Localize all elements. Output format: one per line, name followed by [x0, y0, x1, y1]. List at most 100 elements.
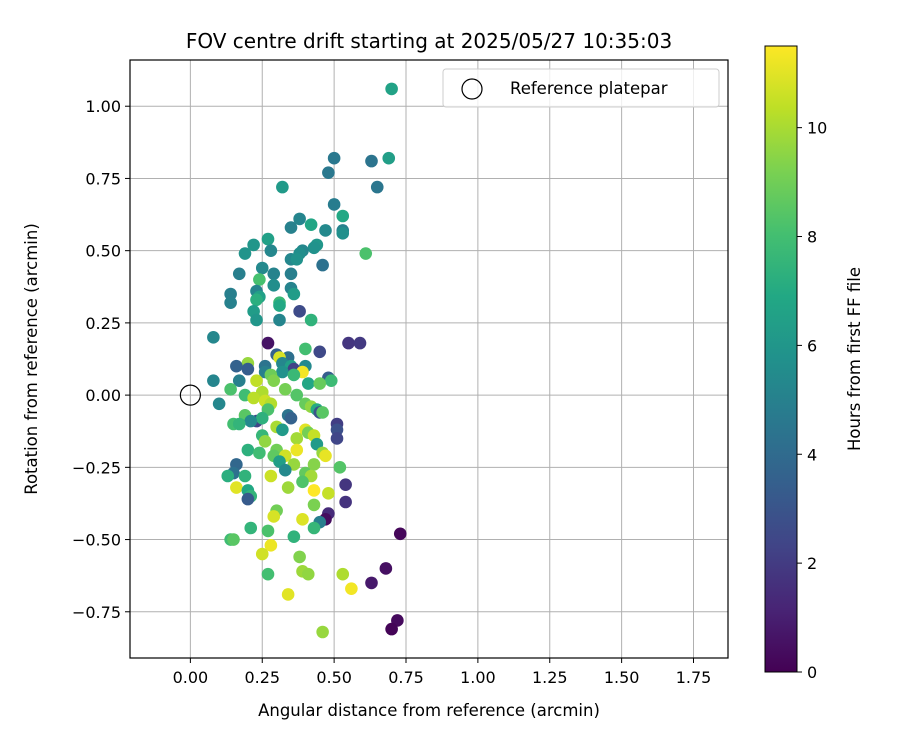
data-point — [287, 530, 301, 543]
data-point — [247, 391, 260, 405]
y-tick-label: −0.75 — [72, 603, 121, 622]
colorbar-tick-label: 4 — [807, 445, 817, 464]
data-point — [278, 463, 292, 477]
data-point — [322, 487, 335, 500]
data-point — [304, 218, 318, 231]
data-point — [316, 258, 329, 272]
data-point — [319, 449, 332, 463]
data-point — [281, 588, 295, 601]
data-point — [316, 625, 329, 639]
data-point — [313, 377, 327, 390]
data-point — [241, 362, 255, 376]
data-point — [365, 576, 378, 590]
data-points — [207, 82, 407, 639]
data-point — [255, 261, 269, 275]
data-point — [307, 458, 321, 471]
data-point — [301, 567, 315, 581]
x-axis-ticks: 0.00 0.25 0.50 0.75 1.00 1.25 1.50 1.75 — [173, 658, 712, 687]
data-point — [293, 550, 306, 564]
data-point — [255, 547, 269, 561]
data-point — [287, 287, 301, 301]
data-point — [244, 414, 258, 428]
y-axis-ticks: −0.75 −0.50 −0.25 0.00 0.25 0.50 0.75 1.00 — [72, 97, 130, 622]
x-tick-label: 0.50 — [316, 668, 352, 687]
data-point — [221, 469, 235, 483]
data-point — [299, 342, 312, 356]
data-point — [324, 374, 338, 387]
data-point — [284, 267, 298, 281]
y-tick-label: 0.75 — [85, 169, 121, 188]
data-point — [284, 411, 298, 425]
y-tick-label: 0.50 — [85, 242, 121, 261]
data-point — [336, 227, 350, 240]
data-point — [293, 212, 306, 226]
data-point — [304, 313, 318, 327]
data-point — [227, 533, 240, 546]
data-point — [276, 423, 289, 437]
colorbar-tick-label: 0 — [807, 663, 817, 682]
data-point — [319, 224, 332, 237]
data-point — [276, 365, 289, 379]
data-point — [293, 305, 306, 318]
data-point — [336, 567, 350, 581]
data-point — [290, 253, 304, 266]
colorbar-tick-label: 10 — [807, 119, 827, 138]
data-point — [307, 484, 321, 497]
data-point — [385, 82, 398, 96]
reference-point-marker — [179, 384, 201, 406]
data-point — [267, 374, 281, 387]
data-point — [393, 527, 407, 541]
colorbar-label: Hours from first FF file — [845, 267, 864, 451]
colorbar-ticks: 0 2 4 6 8 10 — [797, 119, 827, 682]
data-point — [267, 267, 281, 281]
y-tick-label: 0.25 — [85, 314, 121, 333]
data-point — [224, 296, 237, 309]
data-point — [253, 273, 266, 286]
data-point — [224, 287, 237, 301]
data-point — [224, 383, 237, 396]
data-point — [316, 406, 329, 419]
x-tick-label: 1.75 — [676, 668, 712, 687]
colorbar: 0 2 4 6 8 10 Hours from first FF file — [764, 45, 864, 682]
data-point — [339, 495, 352, 509]
data-point — [330, 432, 344, 445]
data-point — [385, 622, 398, 636]
y-tick-label: −0.25 — [72, 458, 121, 477]
data-point — [273, 299, 286, 312]
data-point — [379, 562, 393, 575]
data-point — [327, 198, 341, 211]
data-point — [278, 383, 292, 396]
data-point — [264, 469, 278, 483]
data-point — [207, 331, 220, 344]
data-point — [353, 336, 367, 350]
y-axis-label: Rotation from reference (arcmin) — [22, 223, 41, 495]
data-point — [290, 388, 304, 402]
data-point — [276, 180, 289, 194]
data-point — [250, 313, 263, 327]
data-point — [264, 539, 278, 552]
data-point — [284, 221, 298, 234]
data-point — [330, 423, 344, 437]
x-tick-label: 1.00 — [460, 668, 496, 687]
data-point — [370, 180, 384, 194]
data-point — [339, 478, 352, 491]
data-point — [238, 247, 252, 260]
data-point — [232, 417, 246, 431]
data-point — [307, 498, 321, 512]
data-point — [207, 374, 220, 387]
data-point — [290, 443, 304, 457]
data-point — [253, 446, 266, 460]
data-point — [264, 244, 278, 257]
data-point — [307, 521, 321, 535]
data-point — [267, 510, 281, 523]
grid-lines — [130, 60, 728, 658]
data-point — [382, 151, 396, 165]
data-point — [287, 368, 301, 382]
data-point — [273, 313, 286, 327]
legend-marker — [461, 78, 483, 100]
data-point — [241, 443, 255, 457]
data-point — [241, 492, 255, 506]
legend-entry-reference: Reference platepar — [510, 79, 668, 98]
data-point — [345, 582, 358, 595]
data-point — [261, 232, 275, 246]
